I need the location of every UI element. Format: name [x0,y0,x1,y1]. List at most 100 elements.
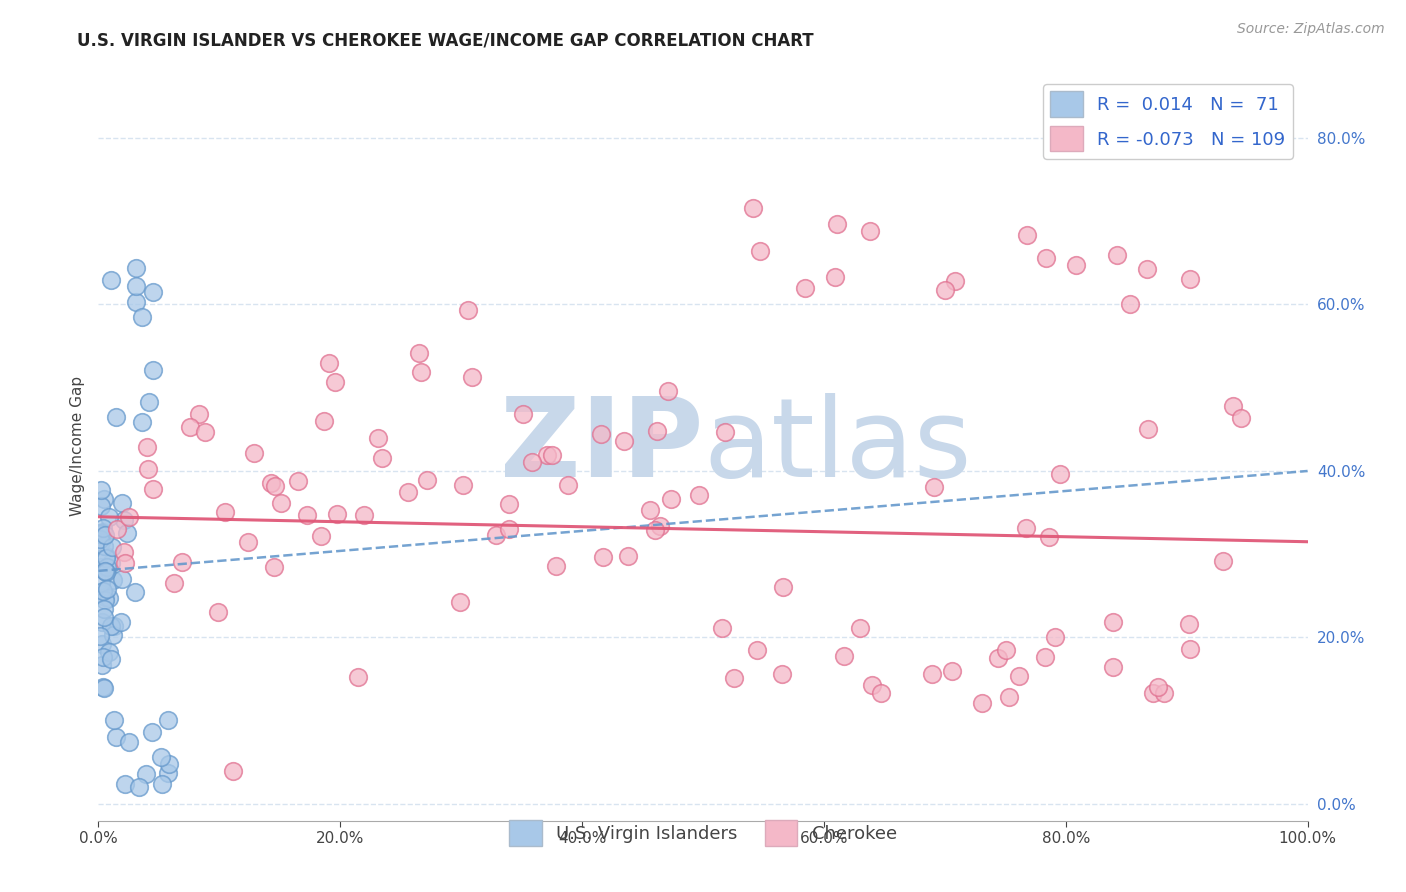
Point [125,260,148,275]
Point [449,595,471,609]
Point [498,522,520,536]
Point [485,527,508,541]
Point [188,407,211,421]
Point [1038,530,1060,544]
Point [1142,686,1164,700]
Point [100,652,122,666]
Point [408,346,430,360]
Point [142,285,165,300]
Text: U.S. VIRGIN ISLANDER VS CHEROKEE WAGE/INCOME GAP CORRELATION CHART: U.S. VIRGIN ISLANDER VS CHEROKEE WAGE/IN… [77,31,814,49]
Point [749,244,772,258]
Point [941,664,963,678]
Point [745,642,768,657]
Point [870,686,893,700]
Point [592,549,614,564]
Point [396,485,419,500]
Point [114,777,136,791]
Point [156,713,179,727]
Point [270,496,292,510]
Point [150,776,173,790]
Point [91,680,114,694]
Point [117,526,139,541]
Point [93,491,115,506]
Point [89,629,111,643]
Point [135,766,157,780]
Point [94,551,117,566]
Point [411,365,433,379]
Point [124,584,146,599]
Point [170,555,193,569]
Point [742,201,765,215]
Point [544,559,567,574]
Point [89,526,111,541]
Point [214,505,236,519]
Text: atlas: atlas [703,392,972,500]
Point [616,549,638,563]
Point [93,564,115,578]
Point [98,510,121,524]
Point [90,575,112,590]
Point [89,585,111,599]
Point [638,502,661,516]
Point [263,560,285,574]
Point [921,666,943,681]
Point [772,580,794,594]
Point [93,601,115,615]
Point [101,573,124,587]
Point [118,734,141,748]
Point [91,521,114,535]
Point [110,615,132,629]
Point [1146,680,1168,694]
Point [1180,272,1202,286]
Point [94,549,117,563]
Point [498,497,520,511]
Point [371,451,394,466]
Point [1212,554,1234,568]
Y-axis label: Wage/Income Gap: Wage/Income Gap [69,376,84,516]
Point [347,670,370,684]
Point [142,482,165,496]
Point [770,666,793,681]
Point [987,651,1010,665]
Point [287,474,309,488]
Point [128,780,150,794]
Point [613,434,636,449]
Point [89,532,111,546]
Point [1017,227,1039,242]
Point [457,302,479,317]
Point [103,713,125,727]
Point [824,270,846,285]
Point [136,440,159,454]
Point [90,615,112,629]
Point [93,681,115,695]
Point [141,725,163,739]
Point [91,658,114,673]
Point [713,425,735,439]
Point [453,478,475,492]
Point [922,479,945,493]
Point [1008,669,1031,683]
Point [100,273,122,287]
Point [260,476,283,491]
Point [100,556,122,570]
Point [91,524,114,539]
Point [1035,252,1057,266]
Point [644,523,666,537]
Point [101,628,124,642]
Point [89,560,111,574]
Point [150,750,173,764]
Point [93,528,115,542]
Point [105,730,128,744]
Point [207,605,229,619]
Point [90,637,112,651]
Point [943,274,966,288]
Point [100,619,122,633]
Point [859,224,882,238]
Point [591,427,613,442]
Point [90,535,112,549]
Point [1180,642,1202,657]
Point [723,672,745,686]
Point [512,407,534,421]
Point [1153,685,1175,699]
Point [536,448,558,462]
